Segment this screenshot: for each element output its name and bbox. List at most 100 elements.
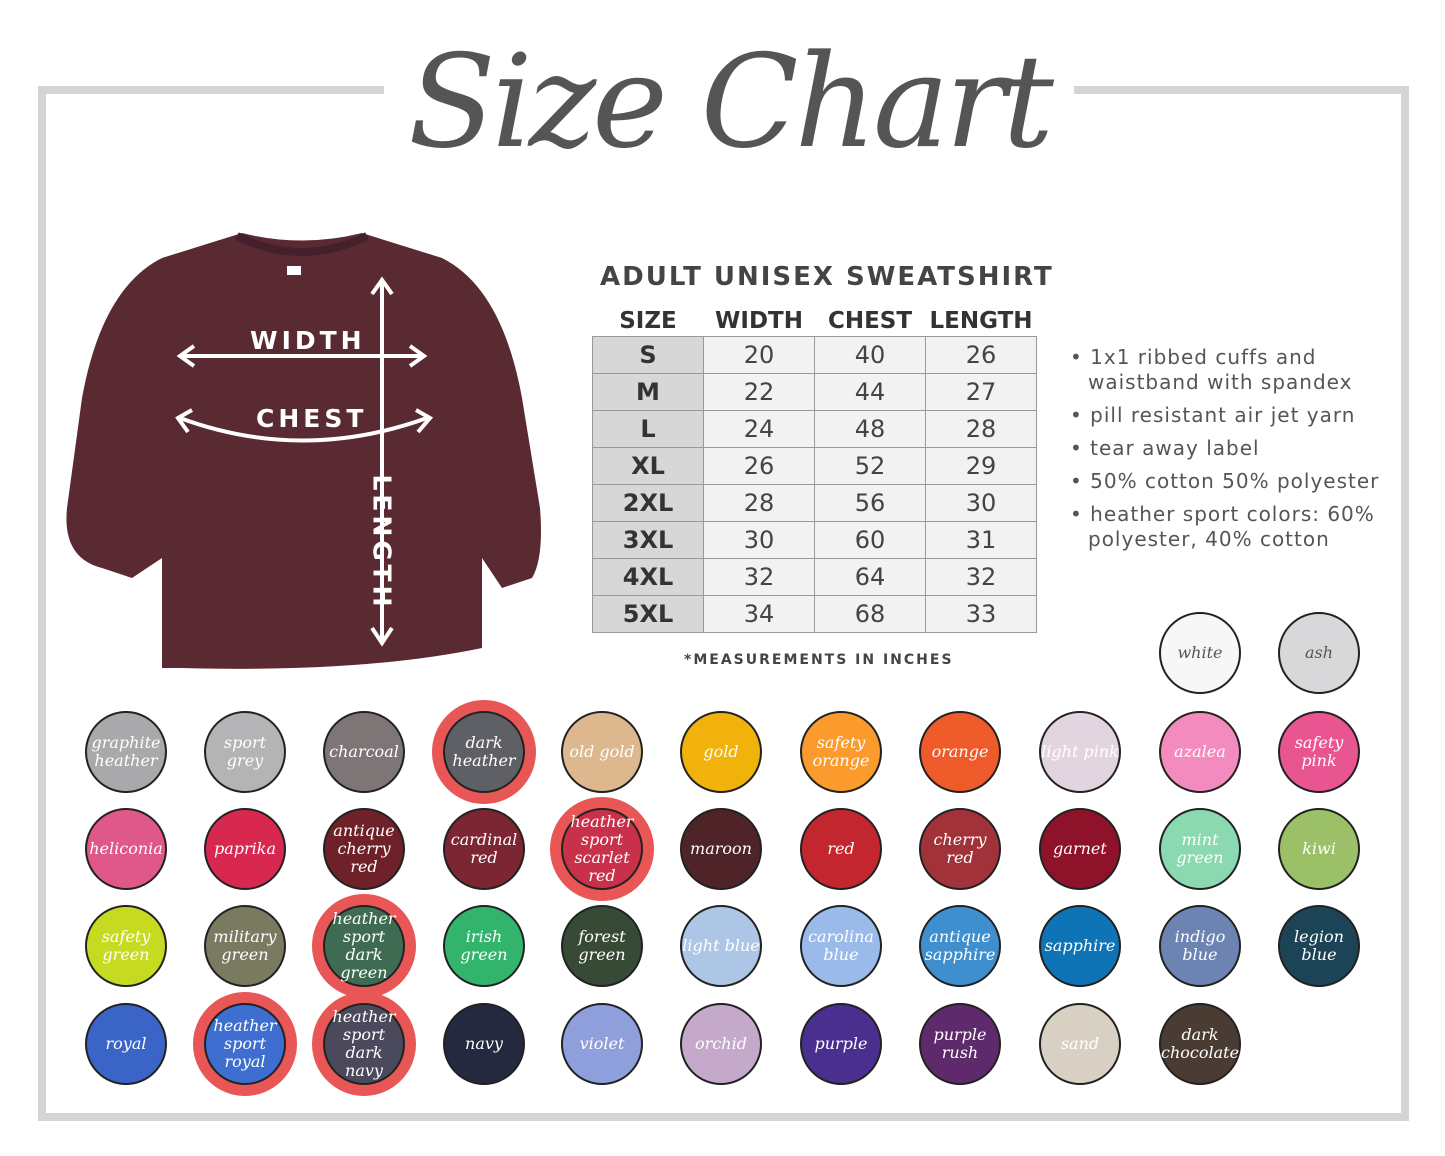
color-swatch-indigo-blue[interactable]: indigo blue	[1159, 905, 1241, 987]
sweatshirt-illustration: WIDTH CHEST LENGTH	[62, 228, 547, 673]
color-swatch-royal[interactable]: royal	[85, 1003, 167, 1085]
swatch-label: royal	[105, 1034, 147, 1053]
swatch-label: dark chocolate	[1160, 1025, 1240, 1062]
measurement-cell: 64	[814, 558, 926, 596]
color-swatch-old-gold[interactable]: old gold	[561, 711, 643, 793]
chest-label: CHEST	[256, 404, 368, 433]
color-swatch-purple-rush[interactable]: purple rush	[919, 1003, 1001, 1085]
color-swatch-maroon[interactable]: maroon	[680, 808, 762, 890]
color-swatch-navy[interactable]: navy	[443, 1003, 525, 1085]
measurement-cell: 28	[925, 410, 1037, 448]
color-swatch-azalea[interactable]: azalea	[1159, 711, 1241, 793]
swatch-label: charcoal	[329, 742, 399, 761]
table-title: ADULT UNISEX SWEATSHIRT	[600, 262, 1054, 292]
length-label: LENGTH	[367, 474, 397, 611]
swatch-label: heather sport dark green	[332, 909, 396, 982]
swatch-label: heather sport scarlet red	[570, 812, 634, 885]
color-swatch-legion-blue[interactable]: legion blue	[1278, 905, 1360, 987]
color-swatch-paprika[interactable]: paprika	[204, 808, 286, 890]
color-swatch-sand[interactable]: sand	[1039, 1003, 1121, 1085]
color-swatch-safety-green[interactable]: safety green	[85, 905, 167, 987]
color-swatch-irish-green[interactable]: irish green	[443, 905, 525, 987]
color-swatch-graphite-heather[interactable]: graphite heather	[85, 711, 167, 793]
measurement-cell: 32	[925, 558, 1037, 596]
measurement-cell: 31	[925, 521, 1037, 559]
color-swatch-heather-sport-dark-green[interactable]: heather sport dark green	[323, 905, 405, 987]
swatch-label: red	[827, 839, 855, 858]
color-swatch-ash[interactable]: ash	[1278, 612, 1360, 694]
feature-item: heather sport colors: 60% polyester, 40%…	[1070, 502, 1400, 552]
sweatshirt-image	[66, 232, 541, 669]
column-header: LENGTH	[929, 308, 1033, 334]
swatch-label: antique cherry red	[333, 821, 395, 876]
measurement-cell: 24	[703, 410, 815, 448]
color-swatch-white[interactable]: white	[1159, 612, 1241, 694]
swatch-label: legion blue	[1294, 927, 1344, 964]
swatch-label: graphite heather	[91, 733, 161, 770]
color-swatch-heather-sport-royal[interactable]: heather sport royal	[204, 1003, 286, 1085]
color-swatch-dark-heather[interactable]: dark heather	[443, 711, 525, 793]
size-cell: L	[592, 410, 704, 448]
swatch-label: orchid	[695, 1034, 747, 1053]
color-swatch-orchid[interactable]: orchid	[680, 1003, 762, 1085]
color-swatch-heliconia[interactable]: heliconia	[85, 808, 167, 890]
table-row: 3XL 30 60 31	[592, 521, 1037, 559]
color-swatch-red[interactable]: red	[800, 808, 882, 890]
measurement-cell: 29	[925, 447, 1037, 485]
color-swatch-safety-pink[interactable]: safety pink	[1278, 711, 1360, 793]
table-row: 2XL 28 56 30	[592, 484, 1037, 522]
page-title: Size Chart	[384, 8, 1074, 198]
color-swatch-cherry-red[interactable]: cherry red	[919, 808, 1001, 890]
measurement-cell: 34	[703, 595, 815, 633]
color-swatch-forest-green[interactable]: forest green	[561, 905, 643, 987]
color-swatch-safety-orange[interactable]: safety orange	[800, 711, 882, 793]
color-swatch-antique-sapphire[interactable]: antique sapphire	[919, 905, 1001, 987]
color-swatch-kiwi[interactable]: kiwi	[1278, 808, 1360, 890]
swatch-label: indigo blue	[1174, 927, 1226, 964]
column-header: SIZE	[619, 308, 677, 334]
color-swatch-violet[interactable]: violet	[561, 1003, 643, 1085]
color-swatch-cardinal-red[interactable]: cardinal red	[443, 808, 525, 890]
swatch-label: old gold	[569, 742, 635, 761]
color-swatch-light-pink[interactable]: light pink	[1039, 711, 1121, 793]
swatch-label: mint green	[1176, 830, 1224, 867]
swatch-label: azalea	[1174, 742, 1226, 761]
color-swatch-carolina-blue[interactable]: carolina blue	[800, 905, 882, 987]
table-row: M 22 44 27	[592, 373, 1037, 411]
color-swatch-heather-sport-dark-navy[interactable]: heather sport dark navy	[323, 1003, 405, 1085]
size-cell: S	[592, 336, 704, 374]
table-header-row: SIZE WIDTH CHEST LENGTH	[593, 306, 1037, 337]
measurement-cell: 44	[814, 373, 926, 411]
color-swatch-military-green[interactable]: military green	[204, 905, 286, 987]
swatch-label: sport grey	[223, 733, 267, 770]
table-row: S 20 40 26	[592, 336, 1037, 374]
measurement-cell: 30	[925, 484, 1037, 522]
column-header: CHEST	[827, 308, 913, 334]
swatch-label: garnet	[1053, 839, 1107, 858]
size-cell: M	[592, 373, 704, 411]
color-swatch-dark-chocolate[interactable]: dark chocolate	[1159, 1003, 1241, 1085]
swatch-label: forest green	[578, 927, 626, 964]
color-swatch-light-blue[interactable]: light blue	[680, 905, 762, 987]
color-swatch-antique-cherry-red[interactable]: antique cherry red	[323, 808, 405, 890]
size-cell: 4XL	[592, 558, 704, 596]
swatch-label: orange	[931, 742, 989, 761]
size-cell: XL	[592, 447, 704, 485]
measurement-cell: 52	[814, 447, 926, 485]
color-swatch-garnet[interactable]: garnet	[1039, 808, 1121, 890]
swatch-label: heather sport dark navy	[332, 1007, 396, 1080]
color-swatch-sapphire[interactable]: sapphire	[1039, 905, 1121, 987]
size-cell: 5XL	[592, 595, 704, 633]
swatch-label: safety orange	[812, 733, 870, 770]
size-cell: 3XL	[592, 521, 704, 559]
color-swatch-heather-sport-scarlet-red[interactable]: heather sport scarlet red	[561, 808, 643, 890]
color-swatch-orange[interactable]: orange	[919, 711, 1001, 793]
color-swatch-gold[interactable]: gold	[680, 711, 762, 793]
color-swatch-charcoal[interactable]: charcoal	[323, 711, 405, 793]
swatch-label: irish green	[460, 927, 508, 964]
color-swatch-purple[interactable]: purple	[800, 1003, 882, 1085]
swatch-label: purple rush	[933, 1025, 987, 1062]
color-swatch-sport-grey[interactable]: sport grey	[204, 711, 286, 793]
swatch-label: safety pink	[1294, 733, 1344, 770]
color-swatch-mint-green[interactable]: mint green	[1159, 808, 1241, 890]
